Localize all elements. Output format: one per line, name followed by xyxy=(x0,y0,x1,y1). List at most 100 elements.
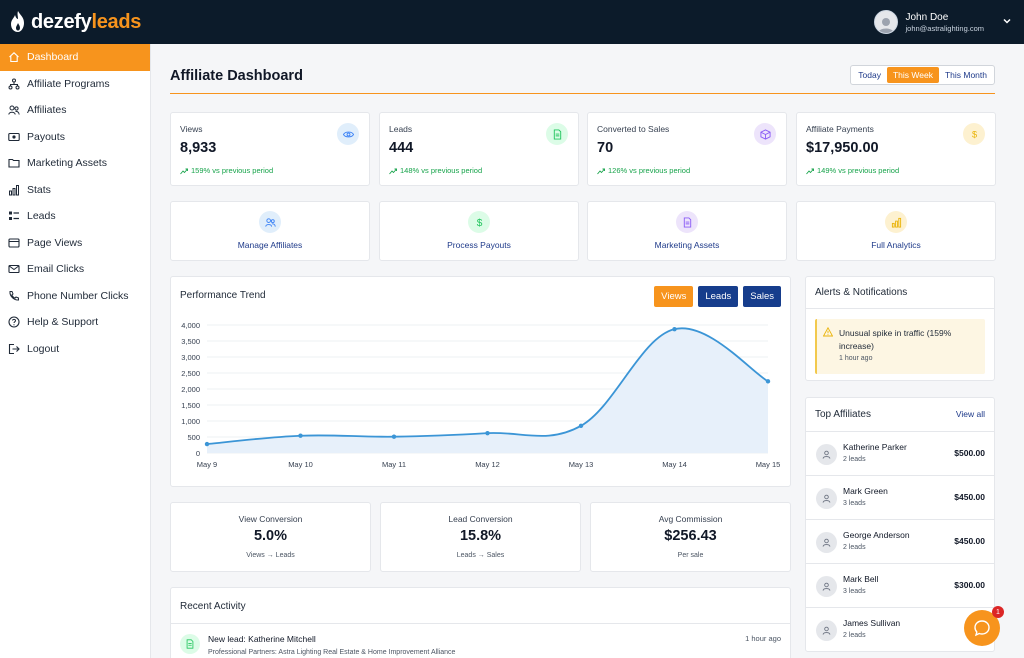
page-title: Affiliate Dashboard xyxy=(170,68,303,84)
view-all-link[interactable]: View all xyxy=(955,409,985,419)
activity-title[interactable]: New lead: Katherine Mitchell xyxy=(208,634,316,644)
affiliate-leads: 3 leads xyxy=(843,588,866,595)
recent-activity-card: Recent Activity New lead: Katherine Mitc… xyxy=(170,587,791,658)
y-tick-label: 1,000 xyxy=(181,417,200,426)
stat-label: Views xyxy=(180,124,203,134)
stat-value: 8,933 xyxy=(180,140,217,156)
sidebar-item-leads[interactable]: Leads xyxy=(0,203,150,230)
metric-value: 5.0% xyxy=(253,528,288,544)
sales-series-button[interactable]: Sales xyxy=(743,286,781,307)
sidebar-item-help-support[interactable]: Help & Support xyxy=(0,309,150,336)
top-affiliates-card: Top Affiliates View all Katherine Parker… xyxy=(805,397,995,652)
stat-label: Affiliate Payments xyxy=(806,124,874,134)
page-header: Affiliate Dashboard Today This Week This… xyxy=(170,64,995,94)
stat-value: 70 xyxy=(597,140,614,156)
metric-card-avg-commission: Avg Commission $256.43 Per sale xyxy=(590,502,791,572)
full-analytics-button[interactable]: Full Analytics xyxy=(796,201,996,261)
sidebar: Dashboard Affiliate Programs Affiliates … xyxy=(0,44,151,658)
sidebar-item-payouts[interactable]: Payouts xyxy=(0,124,150,151)
y-tick-label: 2,500 xyxy=(181,369,200,378)
svg-text:$: $ xyxy=(971,129,976,139)
activity-sub: Professional Partners: Astra Lighting Re… xyxy=(208,649,456,656)
marketing-assets-button[interactable]: Marketing Assets xyxy=(587,201,787,261)
y-tick-label: 3,500 xyxy=(181,337,200,346)
alert-item[interactable]: Unusual spike in traffic (159% increase)… xyxy=(815,319,985,374)
data-point xyxy=(485,430,490,436)
metric-card-view-conversion: View Conversion 5.0% Views → Leads xyxy=(170,502,371,572)
phone-icon xyxy=(9,290,19,301)
folder-icon xyxy=(8,159,20,168)
sidebar-item-stats[interactable]: Stats xyxy=(0,177,150,204)
logo[interactable]: dezefy leads xyxy=(8,10,141,34)
sidebar-item-affiliate-programs[interactable]: Affiliate Programs xyxy=(0,71,150,98)
affiliate-row[interactable]: George Anderson 2 leads $450.00 xyxy=(806,519,994,563)
envelope-icon xyxy=(8,265,20,274)
top-bar: dezefy leads John Doe john@astralighting.… xyxy=(0,0,1024,44)
alerts-title: Alerts & Notifications xyxy=(815,287,908,298)
x-tick-label: May 14 xyxy=(662,460,687,469)
affiliate-row[interactable]: Mark Bell 3 leads $300.00 xyxy=(806,563,994,607)
affiliate-row[interactable]: Mark Green 3 leads $450.00 xyxy=(806,475,994,519)
stat-change: 126% vs previous period xyxy=(597,166,690,175)
metric-sub: Views → Leads xyxy=(246,552,295,559)
action-label: Full Analytics xyxy=(871,240,921,250)
stat-card-payments: Affiliate Payments $17,950.00 149% vs pr… xyxy=(796,112,996,186)
views-series-button[interactable]: Views xyxy=(654,286,694,307)
sidebar-item-label: Dashboard xyxy=(27,51,79,64)
stat-change-text: 126% vs previous period xyxy=(608,166,691,175)
manage-affiliates-button[interactable]: Manage Affiliates xyxy=(170,201,370,261)
affiliate-row[interactable]: Katherine Parker 2 leads $500.00 xyxy=(806,431,994,475)
sidebar-item-affiliates[interactable]: Affiliates xyxy=(0,97,150,124)
sidebar-item-label: Stats xyxy=(27,183,51,196)
sidebar-item-phone-number-clicks[interactable]: Phone Number Clicks xyxy=(0,283,150,310)
sidebar-item-page-views[interactable]: Page Views xyxy=(0,230,150,257)
trend-up-icon xyxy=(389,168,397,174)
question-icon xyxy=(8,316,20,328)
sidebar-item-label: Help & Support xyxy=(27,316,99,329)
metric-label: View Conversion xyxy=(238,514,303,524)
sidebar-item-label: Affiliates xyxy=(27,104,67,117)
x-tick-label: May 11 xyxy=(382,460,406,469)
data-point xyxy=(578,423,584,428)
stat-value: 444 xyxy=(389,140,414,156)
users-icon xyxy=(8,105,20,115)
sidebar-item-email-clicks[interactable]: Email Clicks xyxy=(0,256,150,283)
x-tick-label: May 9 xyxy=(197,460,217,469)
sidebar-item-dashboard[interactable]: Dashboard xyxy=(0,44,150,71)
bar-chart-icon xyxy=(9,184,19,196)
affiliate-amount: $450.00 xyxy=(954,492,985,502)
user-icon xyxy=(816,620,837,641)
home-icon xyxy=(9,52,19,63)
alert-time: 1 hour ago xyxy=(839,355,873,362)
data-point xyxy=(672,326,677,332)
stat-card-converted: Converted to Sales 70 126% vs previous p… xyxy=(587,112,787,186)
user-name: John Doe xyxy=(905,11,949,23)
chart-series-toggle: Views Leads Sales xyxy=(654,286,781,307)
series-area xyxy=(207,328,768,453)
action-label: Process Payouts xyxy=(447,240,511,250)
trend-up-icon xyxy=(597,168,605,174)
leads-series-button[interactable]: Leads xyxy=(698,286,739,307)
process-payouts-button[interactable]: $ Process Payouts xyxy=(379,201,579,261)
document-icon xyxy=(676,211,698,233)
stat-change: 148% vs previous period xyxy=(389,166,482,175)
range-this-month-button[interactable]: This Month xyxy=(944,70,987,80)
stat-card-views: Views 8,933 159% vs previous period xyxy=(170,112,370,186)
range-today-button[interactable]: Today xyxy=(858,70,881,80)
chat-button[interactable]: 1 xyxy=(964,606,1004,646)
sidebar-item-logout[interactable]: Logout xyxy=(0,336,150,363)
chat-badge: 1 xyxy=(992,606,1004,618)
alert-text: Unusual spike in traffic (159% increase) xyxy=(839,328,952,351)
user-icon xyxy=(816,488,837,509)
user-menu[interactable]: John Doe john@astralighting.com xyxy=(873,10,1013,34)
affiliate-amount: $300.00 xyxy=(954,580,985,590)
sidebar-item-marketing-assets[interactable]: Marketing Assets xyxy=(0,150,150,177)
stat-change-text: 148% vs previous period xyxy=(400,166,483,175)
affiliate-leads: 2 leads xyxy=(843,632,866,639)
svg-text:$: $ xyxy=(476,218,482,228)
range-this-week-button[interactable]: This Week xyxy=(886,67,939,83)
dollar-icon: $ xyxy=(468,211,490,233)
chevron-down-icon[interactable] xyxy=(1002,16,1012,29)
affiliate-amount: $500.00 xyxy=(954,448,985,458)
metric-value: $256.43 xyxy=(664,528,717,544)
